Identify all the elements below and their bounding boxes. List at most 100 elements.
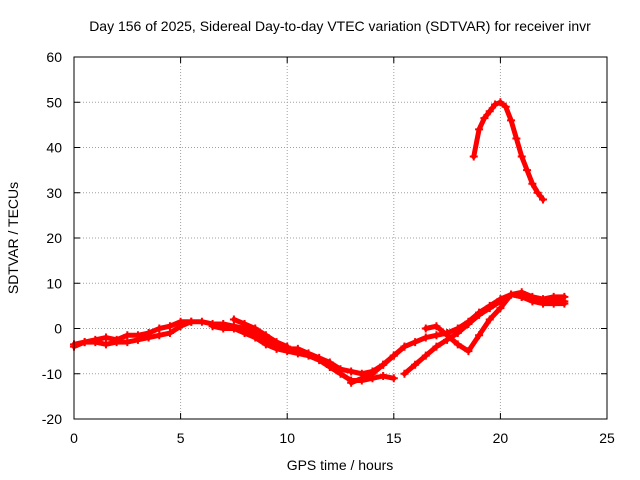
data-point [539, 195, 548, 204]
x-axis-ticks: 0 5 10 15 20 25 [70, 57, 615, 446]
data-point [469, 152, 478, 161]
data-point [101, 340, 110, 349]
data-point [421, 324, 430, 333]
data-point [400, 369, 409, 378]
data-point [485, 304, 494, 313]
data-point [464, 319, 473, 328]
y-tick-label: 0 [54, 321, 62, 337]
data-point [523, 166, 532, 175]
x-tick-label: 10 [279, 430, 295, 446]
data-point [539, 295, 548, 304]
data-point [560, 299, 569, 308]
data-point [517, 152, 526, 161]
x-tick-label: 20 [493, 430, 509, 446]
series-track-e [347, 290, 569, 387]
series-trace [401, 292, 567, 377]
data-point [336, 369, 345, 378]
data-point [411, 360, 420, 369]
data-point [475, 331, 484, 340]
data-point [475, 310, 484, 319]
chart-title: Day 156 of 2025, Sidereal Day-to-day VTE… [89, 18, 591, 34]
y-tick-label: 50 [46, 94, 62, 110]
data-point [304, 351, 313, 360]
data-point [197, 317, 206, 326]
data-point [475, 125, 484, 134]
grid-lines [74, 57, 607, 419]
data-point [133, 335, 142, 344]
series-trace [348, 292, 567, 386]
data-point [261, 340, 270, 349]
x-axis-label: GPS time / hours [287, 457, 394, 473]
data-point [549, 292, 558, 301]
data-point [443, 331, 452, 340]
x-tick-label: 0 [70, 430, 78, 446]
x-tick-label: 15 [386, 430, 402, 446]
data-point [421, 333, 430, 342]
data-point [219, 324, 228, 333]
data-point [453, 329, 462, 338]
data-point [453, 340, 462, 349]
data-point [464, 347, 473, 356]
data-point [229, 324, 238, 333]
data-point [251, 324, 260, 333]
data-point [272, 344, 281, 353]
data-point [251, 333, 260, 342]
data-point [315, 356, 324, 365]
data-point [517, 288, 526, 297]
series-track-a [70, 317, 409, 378]
data-point [155, 331, 164, 340]
data-point [240, 319, 249, 328]
y-axis-ticks: -20 -10 0 10 20 30 40 50 60 [42, 49, 607, 427]
y-tick-label: 40 [46, 140, 62, 156]
data-point [528, 179, 537, 188]
data-point [101, 333, 110, 342]
y-tick-label: 30 [46, 185, 62, 201]
series-track-g [421, 288, 569, 356]
data-point [165, 329, 174, 338]
data-point [176, 322, 185, 331]
data-point [485, 315, 494, 324]
data-point [533, 188, 542, 197]
data-point [123, 338, 132, 347]
x-tick-label: 5 [177, 430, 185, 446]
data-point [208, 322, 217, 331]
data-point [229, 315, 238, 324]
data-point [421, 351, 430, 360]
data-point [549, 299, 558, 308]
data-point [91, 338, 100, 347]
data-point [165, 322, 174, 331]
data-point [283, 342, 292, 351]
data-point [261, 331, 270, 340]
data-point [325, 362, 334, 371]
data-point [432, 331, 441, 340]
data-point [411, 338, 420, 347]
data-point [400, 342, 409, 351]
y-tick-label: 60 [46, 49, 62, 65]
data-point [496, 304, 505, 313]
data-point [507, 290, 516, 299]
data-point [560, 292, 569, 301]
data-point [501, 102, 510, 111]
data-point [507, 116, 516, 125]
data-point [155, 324, 164, 333]
data-point [347, 378, 356, 387]
data-point [112, 338, 121, 347]
series-track-h [469, 98, 548, 204]
data-point [80, 338, 89, 347]
data-point [240, 329, 249, 338]
data-point [357, 374, 366, 383]
series-track-d [229, 315, 292, 351]
data-point [528, 292, 537, 301]
data-point [368, 369, 377, 378]
data-point [485, 107, 494, 116]
data-point [389, 374, 398, 383]
data-point [496, 98, 505, 107]
y-tick-label: 10 [46, 275, 62, 291]
data-point [389, 351, 398, 360]
data-point [187, 317, 196, 326]
data-point [379, 372, 388, 381]
y-tick-label: 20 [46, 230, 62, 246]
y-tick-label: -20 [42, 411, 62, 427]
data-point [512, 134, 521, 143]
data-point [491, 100, 500, 109]
